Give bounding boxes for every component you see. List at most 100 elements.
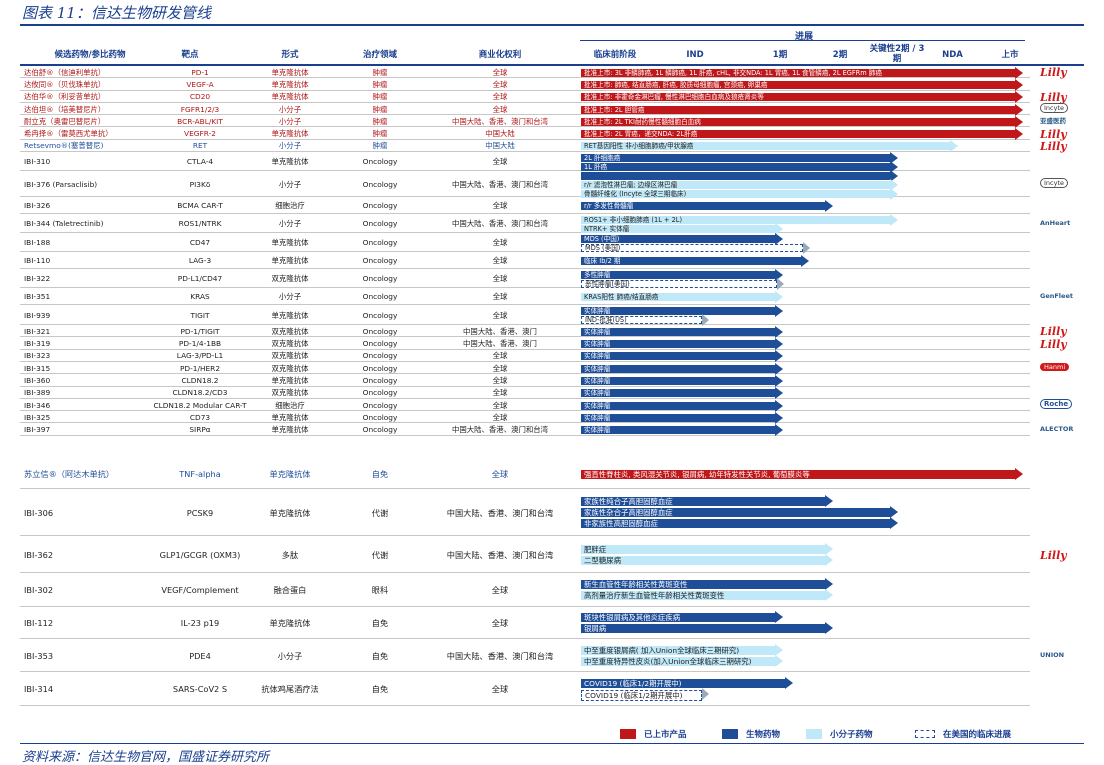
- progress-bar: 新生血管性年龄相关性黄斑变性: [581, 578, 833, 590]
- indication-label: 批准上市: 2L TKI耐药慢性髓细胞白血病: [584, 117, 701, 126]
- arrow-head-icon: [775, 222, 783, 235]
- header-preclinical: 临床前阶段: [593, 50, 637, 60]
- lilly-logo: Lilly: [1040, 139, 1067, 153]
- indication-label: NTRK+ 实体瘤: [584, 224, 630, 233]
- source-note: 资料来源：信达生物官网，国盛证券研究所: [22, 750, 270, 765]
- pipeline-row: 达攸同®（贝伐珠单抗） VEGF-A 单克隆抗体 肿瘤 全球: [20, 78, 1030, 91]
- arrow-head-icon: [775, 232, 783, 245]
- drug-area: Oncology: [362, 219, 398, 229]
- indication-label: 骨髓纤维化 (Incyte 全球三期临床): [584, 189, 687, 198]
- arrow-head-icon: [825, 542, 833, 555]
- pipeline-row: IBI-362 GLP1/GCGR (OXM3) 多肽 代谢 中国大陆、香港、澳门和台湾: [20, 536, 1030, 573]
- drug-name: 达伯华®（利妥昔单抗）: [24, 92, 106, 102]
- arrow-head-icon: [890, 506, 898, 518]
- drug-area: Oncology: [362, 425, 398, 435]
- drug-form: 单克隆抗体: [269, 618, 311, 628]
- drug-rights: 全球: [492, 157, 508, 167]
- progress-bar: 临床 Ib/2 期: [581, 255, 809, 268]
- drug-target: CLDN18.2 Modular CAR-T: [153, 400, 247, 410]
- drug-rights: 全球: [492, 238, 508, 248]
- drug-area: Oncology: [362, 292, 398, 302]
- drug-form: 小分子: [278, 292, 302, 302]
- header-area: 治疗领域: [362, 50, 397, 60]
- pipeline-row: IBI-110 LAG-3 单克隆抗体 Oncology 全球: [20, 252, 1030, 270]
- drug-target: PD-1/TIGIT: [180, 326, 220, 336]
- legend-small: 小分子药物: [806, 728, 873, 740]
- drug-rights: 全球: [491, 618, 509, 628]
- drug-rights: 全球: [492, 201, 508, 211]
- indication-label: 实体肿瘤: [584, 413, 611, 422]
- drug-rights: 中国大陆、香港、澳门: [463, 339, 537, 349]
- legend-biologic-swatch: [722, 729, 738, 739]
- drug-area: 眼科: [371, 585, 389, 595]
- drug-area: Oncology: [362, 351, 398, 361]
- lilly-logo: Lilly: [1040, 127, 1067, 141]
- row-divider: [20, 151, 1030, 153]
- indication-label: MDS (中国): [584, 234, 620, 243]
- header-target: 靶点: [181, 50, 199, 60]
- partner-logo-slot: GenFleet: [1040, 291, 1073, 301]
- arrow-head-icon: [825, 553, 833, 566]
- drug-rights: 中国大陆、香港、澳门和台湾: [446, 549, 554, 560]
- drug-rights: 中国大陆: [485, 129, 515, 139]
- drug-form: 多肽: [281, 549, 299, 560]
- indication-label: ROS1+ 非小细胞肺癌 (1L + 2L): [584, 215, 683, 224]
- drug-target: KRAS: [190, 292, 210, 302]
- drug-form: 单克隆抗体: [269, 507, 311, 518]
- drug-name: IBI-319: [24, 339, 51, 349]
- drug-rights: 全球: [491, 469, 509, 479]
- indication-label: 批准上市: 非霍奇金淋巴瘤, 慢性淋巴细胞白血病及狼疮肾炎等: [584, 93, 764, 102]
- drug-target: CLDN18.2/CD3: [172, 388, 228, 398]
- row-divider: [20, 535, 1030, 536]
- drug-area: 肿瘤: [372, 129, 388, 139]
- drug-name: IBI-351: [24, 292, 51, 302]
- arrow-head-icon: [785, 677, 793, 689]
- row-divider: [20, 638, 1030, 639]
- drug-rights: 全球: [492, 310, 508, 320]
- indication-label: 中至重度银屑病( 加入Union全球临床三期研究): [584, 645, 740, 655]
- pipeline-row: IBI-314 SARS-CoV2 S 抗体鸡尾酒疗法 自免 全球: [20, 672, 1030, 706]
- arrow-head-icon: [775, 611, 783, 623]
- progress-bar: 实体肿瘤: [581, 374, 783, 387]
- arrow-head-icon: [777, 277, 784, 290]
- drug-target: PD-L1/CD47: [177, 274, 223, 284]
- drug-form: 单克隆抗体: [271, 79, 309, 89]
- drug-name: IBI-110: [24, 256, 51, 266]
- arrow-head-icon: [890, 169, 898, 182]
- drug-area: Oncology: [362, 388, 398, 398]
- partner-logo-slot: 亚盛医药: [1040, 115, 1066, 126]
- arrow-head-icon: [825, 578, 833, 590]
- pipeline-row: IBI-188 CD47 单克隆抗体 Oncology 全球: [20, 233, 1030, 253]
- drug-form: 单克隆抗体: [271, 157, 309, 167]
- arrow-head-icon: [775, 325, 783, 338]
- row-divider: [20, 671, 1030, 672]
- progress-bar: 批准上市: 2L TKI耐药慢性髓细胞白血病: [581, 115, 1023, 128]
- drug-area: 代谢: [371, 507, 389, 518]
- drug-form: 单克隆抗体: [271, 238, 309, 248]
- drug-target: CTLA-4: [186, 157, 214, 167]
- drug-target: PCSK9: [186, 507, 214, 518]
- indication-label: 实体肿瘤: [584, 364, 611, 373]
- drug-name: 希冉择®（雷莫西尤单抗）: [24, 129, 113, 139]
- indication-label: KRAS阳性 肺癌/结直肠癌: [584, 293, 659, 302]
- pipeline-row: IBI-326 BCMA CAR-T 细胞治疗 Oncology 全球: [20, 197, 1030, 215]
- drug-rights: 全球: [492, 363, 508, 373]
- partner-logo-slot: Incyte: [1040, 103, 1069, 114]
- progress-bar: 实体肿瘤: [581, 387, 783, 400]
- drug-rights: 全球: [492, 292, 508, 302]
- drug-form: 小分子: [277, 650, 303, 661]
- row-divider: [20, 397, 1030, 399]
- drug-form: 双克隆抗体: [271, 388, 309, 398]
- row-divider: [20, 385, 1030, 387]
- drug-target: SIRPα: [189, 425, 211, 435]
- progress-bar: COVID19 (临床1/2期开展中): [581, 688, 709, 701]
- drug-form: 单克隆抗体: [269, 469, 311, 479]
- row-divider: [20, 705, 1030, 706]
- arrow-head-icon: [775, 350, 783, 363]
- pipeline-row: IBI-389 CLDN18.2/CD3 双克隆抗体 Oncology 全球: [20, 387, 1030, 399]
- row-divider: [20, 360, 1030, 362]
- indication-label: MDS (美国): [585, 243, 621, 252]
- drug-target: VEGF/Complement: [161, 585, 239, 595]
- drug-target: TIGIT: [190, 310, 210, 320]
- progress-bar: COVID19 (临床1/2期开展中): [581, 677, 793, 689]
